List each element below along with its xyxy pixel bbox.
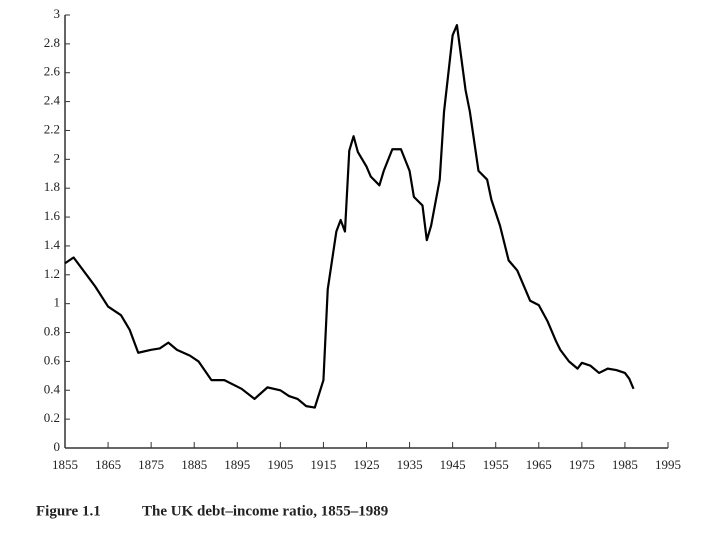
y-tick-label: 0.6	[44, 352, 61, 367]
y-tick-label: 0	[54, 439, 61, 454]
y-tick-label: 1.8	[44, 179, 60, 194]
y-tick-label: 1.4	[44, 237, 61, 252]
y-tick-label: 2	[54, 150, 61, 165]
y-tick-label: 1.6	[44, 208, 61, 223]
y-tick-label: 0.2	[44, 410, 60, 425]
x-tick-label: 1995	[655, 457, 681, 472]
x-tick-label: 1985	[612, 457, 638, 472]
y-tick-label: 2.6	[44, 64, 61, 79]
x-tick-label: 1885	[181, 457, 207, 472]
caption-text: The UK debt–income ratio, 1855–1989	[142, 503, 388, 519]
y-tick-label: 1	[54, 295, 61, 310]
y-tick-label: 3	[54, 6, 61, 21]
x-tick-label: 1955	[483, 457, 509, 472]
x-tick-label: 1905	[267, 457, 293, 472]
y-tick-label: 0.4	[44, 381, 61, 396]
x-tick-label: 1965	[526, 457, 552, 472]
y-tick-label: 2.4	[44, 93, 61, 108]
x-tick-label: 1925	[354, 457, 380, 472]
data-line	[64, 24, 635, 409]
caption-label: Figure 1.1	[36, 503, 101, 519]
x-tick-label: 1875	[138, 457, 164, 472]
x-tick-label: 1945	[440, 457, 466, 472]
x-tick-label: 1895	[224, 457, 250, 472]
x-tick-label: 1855	[52, 457, 78, 472]
x-tick-label: 1915	[310, 457, 336, 472]
x-tick-label: 1935	[397, 457, 423, 472]
y-tick-label: 2.8	[44, 35, 60, 50]
y-tick-label: 1.2	[44, 266, 60, 281]
x-tick-label: 1865	[95, 457, 121, 472]
y-tick-label: 2.2	[44, 121, 60, 136]
y-tick-label: 0.8	[44, 324, 60, 339]
x-tick-label: 1975	[569, 457, 595, 472]
